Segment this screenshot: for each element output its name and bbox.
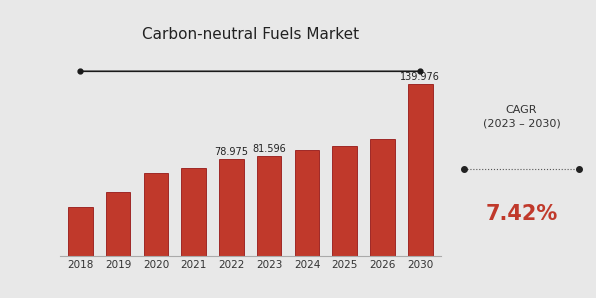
Bar <box>257 156 281 256</box>
Bar <box>106 192 131 256</box>
Bar <box>219 159 244 256</box>
Text: 81.596: 81.596 <box>252 144 286 154</box>
Text: Carbon-neutral Fuels Market: Carbon-neutral Fuels Market <box>142 27 359 42</box>
Text: 78.975: 78.975 <box>215 147 249 157</box>
Bar <box>144 173 168 256</box>
FancyBboxPatch shape <box>448 58 595 264</box>
Bar <box>370 139 395 256</box>
Text: 7.42%: 7.42% <box>485 204 558 224</box>
Bar <box>294 150 319 256</box>
Text: CAGR
(2023 – 2030): CAGR (2023 – 2030) <box>483 105 560 129</box>
Bar <box>333 145 357 256</box>
Text: 139.976: 139.976 <box>401 72 440 82</box>
Bar <box>68 207 92 256</box>
Bar <box>181 168 206 256</box>
Bar <box>408 84 433 256</box>
